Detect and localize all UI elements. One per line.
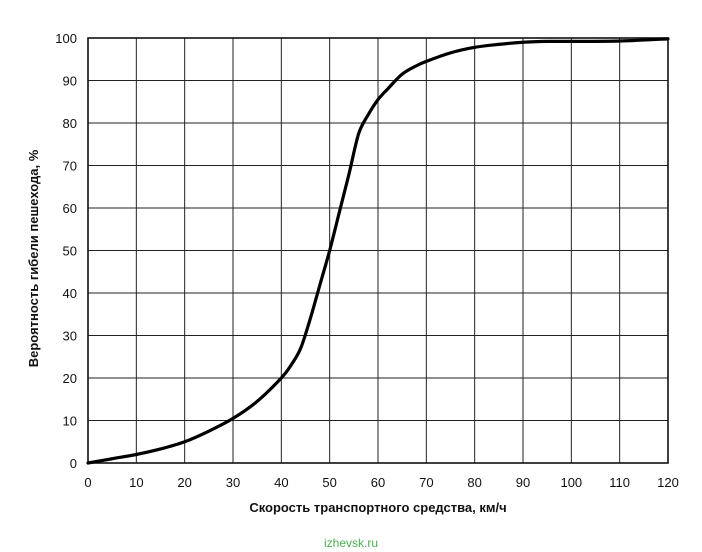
data-point [159,447,162,450]
y-tick-label: 30 [63,329,77,344]
data-point [570,40,573,43]
x-tick-label: 70 [419,475,433,490]
data-point [135,453,138,456]
y-tick-label: 70 [63,159,77,174]
data-point [357,132,360,135]
data-point [425,60,428,63]
series-line [86,37,670,465]
data-point [367,113,370,116]
data-point [497,43,500,46]
data-point [386,88,389,91]
x-tick-labels: 0 10 20 30 40 50 60 70 80 90 100 110 120 [84,475,678,490]
data-point [256,400,259,403]
y-axis-label: Вероятность гибели пешехода, % [26,149,41,367]
data-point [667,37,670,40]
y-tick-label: 20 [63,371,77,386]
y-tick-label: 80 [63,116,77,131]
x-tick-label: 100 [560,475,582,490]
x-tick-label: 80 [467,475,481,490]
data-point [290,364,293,367]
y-tick-label: 0 [70,456,77,471]
x-tick-label: 30 [226,475,240,490]
y-tick-label: 50 [63,244,77,259]
x-axis-label: Скорость транспортного средства, км/ч [249,500,506,515]
data-point [207,430,210,433]
x-tick-label: 10 [129,475,143,490]
data-point [449,51,452,54]
data-point [338,211,341,214]
x-tick-label: 60 [371,475,385,490]
data-point [319,283,322,286]
data-point [348,173,351,176]
watermark: izhevsk.ru [323,536,379,550]
x-tick-label: 40 [274,475,288,490]
y-tick-label: 90 [63,74,77,89]
data-point [183,440,186,443]
plot-frame [87,37,669,464]
y-tick-label: 10 [63,414,77,429]
data-point [473,46,476,49]
y-tick-label: 60 [63,201,77,216]
data-point [546,40,549,43]
x-tick-label: 110 [609,475,630,490]
data-point [111,457,114,460]
data-point [309,317,312,320]
data-point [618,39,621,42]
data-point [280,377,283,380]
y-tick-label: 100 [55,31,77,46]
y-tick-labels: 0 10 20 30 40 50 60 70 80 90 100 [55,31,77,471]
x-tick-label: 0 [84,475,91,490]
data-point [377,98,380,101]
y-tick-label: 40 [63,286,77,301]
data-point [232,417,235,420]
data-point [328,249,331,252]
data-point [401,73,404,76]
x-tick-label: 90 [516,475,530,490]
data-point [522,41,525,44]
x-tick-label: 50 [322,475,336,490]
x-tick-label: 120 [657,475,679,490]
x-tick-label: 20 [177,475,191,490]
data-point [415,64,418,67]
data-point [299,347,302,350]
data-point [87,462,90,465]
